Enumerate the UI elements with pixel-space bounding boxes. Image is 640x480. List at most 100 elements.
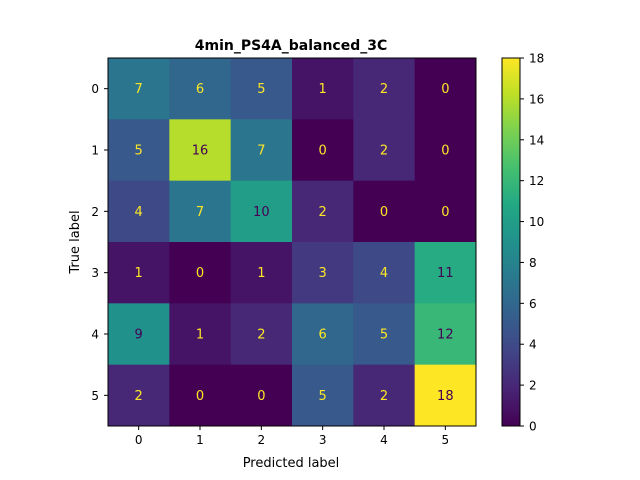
plot-frame bbox=[107, 57, 477, 427]
heatmap-cell bbox=[353, 58, 416, 120]
colorbar bbox=[501, 57, 521, 427]
heatmap-cell bbox=[292, 180, 354, 243]
heatmap-cell bbox=[108, 364, 170, 427]
cell-value-label: 7 bbox=[135, 82, 143, 97]
y-tick-label: 2 bbox=[91, 205, 99, 219]
y-tick-label: 3 bbox=[91, 266, 99, 280]
heatmap-cell bbox=[108, 303, 170, 366]
heatmap-cell bbox=[353, 180, 416, 243]
cell-value-label: 4 bbox=[135, 205, 143, 220]
cell-value-label: 7 bbox=[196, 205, 204, 220]
y-axis-ticks: 0 1 2 3 4 5 bbox=[91, 82, 108, 403]
cell-value-label: 9 bbox=[135, 328, 143, 343]
heatmap-cell bbox=[169, 119, 232, 182]
heatmap-cell bbox=[230, 303, 293, 366]
heatmap-cell bbox=[292, 242, 354, 304]
cell-value-label: 7 bbox=[257, 144, 265, 159]
x-tick-label: 5 bbox=[442, 433, 450, 447]
cell-value-label: 16 bbox=[192, 144, 209, 159]
heatmap-cell bbox=[108, 180, 170, 243]
heatmap-cell bbox=[353, 242, 416, 304]
cell-value-label: 0 bbox=[196, 266, 204, 281]
heatmap-cell bbox=[414, 364, 477, 427]
cell-value-label: 1 bbox=[135, 266, 143, 281]
colorbar-tick-label: 4 bbox=[529, 338, 537, 352]
x-tick-label: 2 bbox=[258, 433, 266, 447]
colorbar-tick-label: 16 bbox=[529, 92, 544, 106]
colorbar-ticks: 0 2 4 6 8 10 12 14 16 18 bbox=[520, 52, 544, 434]
cell-value-label: 5 bbox=[135, 144, 143, 159]
x-tick-label: 4 bbox=[380, 433, 388, 447]
x-tick-label: 3 bbox=[319, 433, 327, 447]
cell-value-label: 5 bbox=[257, 82, 265, 97]
heatmap-cell bbox=[230, 364, 293, 427]
x-axis-label: Predicted label bbox=[243, 456, 340, 471]
colorbar-tick-label: 8 bbox=[529, 256, 537, 270]
cell-value-label: 2 bbox=[380, 144, 388, 159]
y-tick-label: 0 bbox=[91, 82, 99, 96]
colorbar-tick-label: 10 bbox=[529, 215, 544, 229]
cell-value-label: 12 bbox=[437, 328, 454, 343]
heatmap-cell bbox=[353, 364, 416, 427]
heatmap-cell bbox=[414, 242, 477, 304]
heatmap-cell bbox=[169, 180, 232, 243]
heatmap-cell bbox=[108, 58, 170, 120]
cell-value-label: 2 bbox=[319, 205, 327, 220]
colorbar-tick-label: 2 bbox=[529, 379, 537, 393]
cell-value-label: 0 bbox=[257, 389, 265, 404]
cell-value-label: 18 bbox=[437, 389, 454, 404]
y-axis-label: True label bbox=[68, 210, 83, 274]
cell-value-label: 0 bbox=[196, 389, 204, 404]
heatmap-cell bbox=[169, 58, 232, 120]
heatmap-cell bbox=[292, 58, 354, 120]
cell-value-label: 3 bbox=[319, 266, 327, 281]
heatmap-cell bbox=[230, 119, 293, 182]
heatmap-cell bbox=[414, 58, 477, 120]
cell-value-label: 2 bbox=[257, 328, 265, 343]
colorbar-tick-label: 6 bbox=[529, 297, 537, 311]
cell-value-label: 0 bbox=[319, 144, 327, 159]
cell-value-label: 2 bbox=[380, 389, 388, 404]
heatmap-cell bbox=[414, 119, 477, 182]
colorbar-tick-label: 12 bbox=[529, 174, 544, 188]
chart-title: 4min_PS4A_balanced_3C bbox=[195, 38, 388, 54]
heatmap-cells bbox=[108, 58, 477, 427]
cell-value-label: 4 bbox=[380, 266, 388, 281]
cell-value-labels: 7 6 5 1 2 05 16 7 0 2 04 7 10 2 0 01 0 1 3 4 119 1 2 6 5 122 0 0 5 2 1… bbox=[135, 82, 454, 404]
y-tick-label: 1 bbox=[91, 144, 99, 158]
x-axis-ticks: 0 1 2 3 4 5 bbox=[135, 426, 449, 447]
cell-value-label: 0 bbox=[441, 205, 449, 220]
heatmap-cell bbox=[169, 303, 232, 366]
cell-value-label: 5 bbox=[319, 389, 327, 404]
heatmap-cell bbox=[230, 180, 293, 243]
y-tick-label: 4 bbox=[91, 328, 99, 342]
x-tick-label: 0 bbox=[135, 433, 143, 447]
cell-value-label: 11 bbox=[437, 266, 454, 281]
cell-value-label: 5 bbox=[380, 328, 388, 343]
cell-value-label: 6 bbox=[196, 82, 204, 97]
y-tick-label: 5 bbox=[91, 389, 99, 403]
heatmap-cell bbox=[353, 119, 416, 182]
heatmap-cell bbox=[292, 303, 354, 366]
heatmap-cell bbox=[292, 364, 354, 427]
cell-value-label: 0 bbox=[441, 82, 449, 97]
colorbar-tick-label: 14 bbox=[529, 133, 544, 147]
heatmap-cell bbox=[108, 119, 170, 182]
cell-value-label: 10 bbox=[253, 205, 270, 220]
heatmap-cell bbox=[169, 364, 232, 427]
heatmap-cell bbox=[169, 242, 232, 304]
heatmap-cell bbox=[414, 180, 477, 243]
heatmap-cell bbox=[353, 303, 416, 366]
cell-value-label: 0 bbox=[380, 205, 388, 220]
cell-value-label: 2 bbox=[380, 82, 388, 97]
cell-value-label: 1 bbox=[319, 82, 327, 97]
cell-value-label: 0 bbox=[441, 144, 449, 159]
cell-value-label: 6 bbox=[319, 328, 327, 343]
colorbar-tick-label: 0 bbox=[529, 420, 537, 434]
heatmap-cell bbox=[414, 303, 477, 366]
heatmap-cell bbox=[108, 242, 170, 304]
cell-value-label: 1 bbox=[196, 328, 204, 343]
cell-value-label: 2 bbox=[135, 389, 143, 404]
cell-value-label: 1 bbox=[257, 266, 265, 281]
